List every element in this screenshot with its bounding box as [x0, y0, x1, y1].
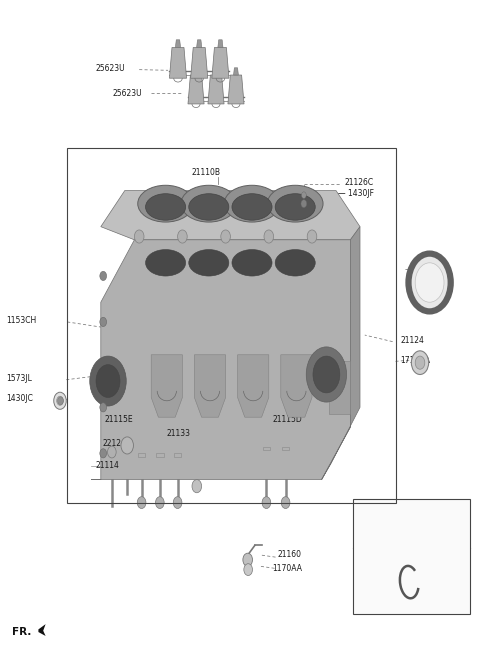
Text: 21124: 21124 — [400, 336, 424, 345]
Ellipse shape — [189, 194, 229, 220]
Ellipse shape — [275, 250, 315, 276]
Circle shape — [307, 230, 317, 243]
Circle shape — [134, 230, 144, 243]
Text: 1153CH: 1153CH — [6, 316, 36, 325]
Circle shape — [415, 356, 425, 369]
Circle shape — [243, 553, 252, 566]
Circle shape — [90, 356, 126, 406]
Text: 1170AA: 1170AA — [272, 564, 302, 573]
Circle shape — [108, 446, 116, 458]
Text: 1710AA: 1710AA — [400, 355, 430, 365]
Circle shape — [221, 230, 230, 243]
Text: 21160: 21160 — [277, 550, 301, 559]
Circle shape — [262, 497, 271, 509]
Ellipse shape — [145, 194, 186, 220]
Ellipse shape — [189, 250, 229, 276]
Polygon shape — [218, 40, 223, 47]
Circle shape — [58, 397, 63, 405]
Text: 1416BA: 1416BA — [359, 516, 391, 526]
Circle shape — [156, 497, 164, 509]
Polygon shape — [214, 68, 218, 75]
Text: 21115D: 21115D — [273, 415, 302, 424]
Circle shape — [178, 230, 187, 243]
Circle shape — [100, 317, 107, 327]
Polygon shape — [188, 75, 204, 104]
Bar — [174, 453, 181, 457]
Polygon shape — [91, 240, 350, 480]
Bar — [138, 453, 145, 457]
Polygon shape — [101, 191, 360, 240]
Text: 21126C: 21126C — [345, 178, 374, 187]
Ellipse shape — [267, 185, 323, 222]
Circle shape — [54, 392, 66, 409]
Circle shape — [100, 449, 107, 458]
Circle shape — [192, 480, 202, 493]
Circle shape — [415, 263, 444, 302]
Circle shape — [313, 356, 340, 393]
Ellipse shape — [232, 250, 272, 276]
Polygon shape — [191, 47, 208, 78]
Circle shape — [411, 351, 429, 374]
Circle shape — [306, 347, 347, 402]
Polygon shape — [281, 355, 312, 417]
Ellipse shape — [145, 250, 186, 276]
Circle shape — [281, 497, 290, 509]
Text: 1573JL: 1573JL — [6, 374, 32, 383]
Text: 1430JC: 1430JC — [6, 394, 33, 403]
Circle shape — [96, 365, 120, 397]
Polygon shape — [238, 355, 269, 417]
Ellipse shape — [138, 185, 193, 222]
Polygon shape — [169, 47, 187, 78]
Circle shape — [100, 271, 107, 281]
Circle shape — [173, 497, 182, 509]
Text: 21115E: 21115E — [105, 415, 133, 424]
Text: 21114: 21114 — [95, 461, 119, 470]
Ellipse shape — [181, 185, 237, 222]
Polygon shape — [151, 355, 182, 417]
Polygon shape — [234, 68, 239, 75]
Text: FR.: FR. — [12, 627, 31, 637]
Polygon shape — [194, 355, 226, 417]
Circle shape — [264, 230, 274, 243]
Polygon shape — [175, 40, 180, 47]
Text: 21110B: 21110B — [192, 168, 221, 177]
Bar — [282, 447, 289, 450]
Ellipse shape — [275, 194, 315, 220]
Text: — 1430JF: — 1430JF — [338, 189, 374, 198]
Text: 21443: 21443 — [414, 260, 438, 269]
Ellipse shape — [224, 185, 280, 222]
Circle shape — [244, 564, 252, 576]
Polygon shape — [322, 227, 360, 480]
Text: 25623U: 25623U — [96, 64, 126, 73]
Circle shape — [57, 396, 63, 405]
Bar — [263, 447, 270, 450]
Circle shape — [121, 437, 133, 454]
Circle shape — [137, 497, 146, 509]
Polygon shape — [208, 75, 224, 104]
Polygon shape — [38, 624, 46, 636]
Bar — [353, 499, 470, 614]
Text: 21133: 21133 — [166, 429, 190, 438]
Bar — [67, 148, 396, 503]
Bar — [156, 453, 164, 457]
Ellipse shape — [232, 194, 272, 220]
Circle shape — [100, 403, 107, 412]
Circle shape — [408, 254, 451, 311]
Bar — [329, 361, 350, 414]
Text: 25623U: 25623U — [112, 89, 142, 98]
Circle shape — [301, 192, 306, 198]
Polygon shape — [197, 40, 202, 47]
Polygon shape — [193, 68, 198, 75]
Circle shape — [301, 200, 307, 208]
Text: 22124B: 22124B — [103, 439, 132, 448]
Polygon shape — [228, 75, 244, 104]
Polygon shape — [212, 47, 229, 78]
